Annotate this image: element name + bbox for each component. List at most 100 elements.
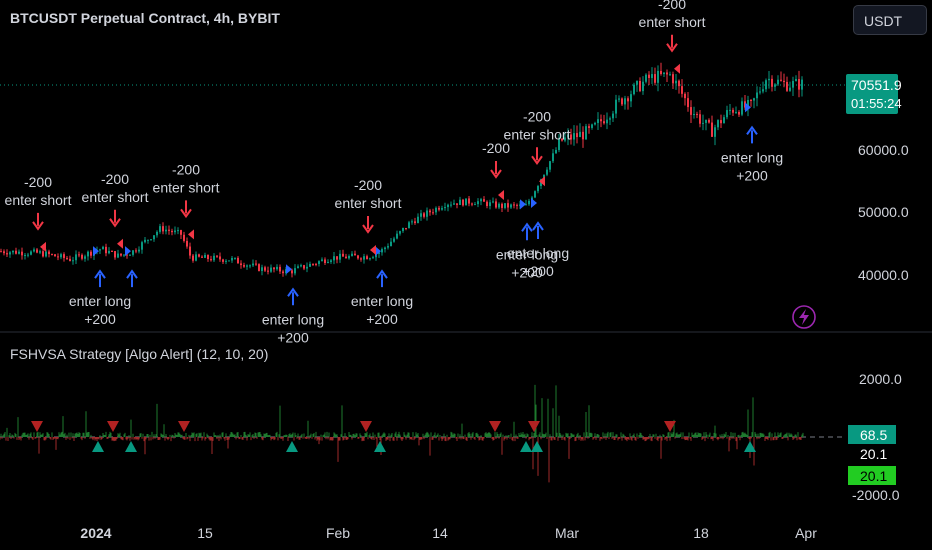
candle-body (639, 81, 641, 92)
candle-body (642, 81, 644, 92)
candle-body (756, 92, 758, 99)
candle-body (252, 263, 254, 266)
indicator-down-triangle (31, 421, 43, 432)
candle-body (348, 256, 350, 259)
candle-body (219, 256, 221, 260)
candle-body (249, 265, 251, 267)
candle-body (120, 253, 122, 256)
indicator-title[interactable]: FSHVSA Strategy [Algo Alert] (12, 10, 20… (10, 346, 269, 362)
candle-body (180, 230, 182, 235)
candle-body (216, 255, 218, 257)
candle-body (441, 208, 443, 210)
last-price-tag (846, 74, 898, 114)
candle-body (588, 126, 590, 128)
time-tick-label: 18 (693, 525, 709, 541)
candle-body (798, 78, 800, 90)
price-tick-label: 50000.0 (858, 204, 909, 220)
candle-body (75, 254, 77, 261)
candle-body (324, 259, 326, 263)
candle-body (159, 226, 161, 232)
candle-body (369, 258, 371, 260)
long-marker (125, 246, 131, 257)
candle-body (84, 256, 86, 259)
indicator-down-triangle (528, 421, 540, 432)
candle-body (177, 230, 179, 232)
candle-body (591, 124, 593, 128)
lightning-icon[interactable] (792, 305, 816, 329)
candle-body (198, 254, 200, 257)
candle-body (732, 109, 734, 113)
candle-body (78, 254, 80, 256)
candle-body (666, 72, 668, 75)
candle-body (81, 254, 83, 259)
candle-body (723, 117, 725, 124)
candle-body (279, 266, 281, 272)
price-axis[interactable]: 60000.0 50000.0 40000.0 2000.0 -2000.0 (852, 142, 909, 503)
candle-body (501, 203, 503, 208)
short-arrow-head (490, 169, 502, 179)
short-marker (370, 245, 376, 255)
candle-body (753, 98, 755, 101)
indicator-down-triangle (107, 421, 119, 432)
candle-body (651, 74, 653, 78)
indicator-up-triangle (125, 441, 137, 452)
candle-body (171, 230, 173, 233)
candle-body (669, 74, 671, 76)
candle-body (375, 253, 377, 258)
candle-body (306, 266, 308, 269)
candle-body (459, 199, 461, 205)
candle-body (564, 137, 566, 141)
candle-body (654, 74, 656, 83)
candle-body (633, 84, 635, 95)
candle-body (312, 263, 314, 265)
candle-body (72, 260, 74, 262)
short-label: enter short (153, 179, 220, 195)
candle-body (765, 80, 767, 90)
candle-body (435, 207, 437, 213)
indicator-value-2: 20.1 (860, 446, 887, 462)
currency-selector-button[interactable]: USDT (853, 5, 927, 35)
short-marker (674, 63, 680, 74)
short-arrow-head (666, 43, 678, 53)
candle-body (792, 81, 794, 88)
candle-body (384, 247, 386, 250)
candle-body (783, 80, 785, 82)
candle-body (300, 265, 302, 267)
candle-body (246, 265, 248, 267)
short-marker (188, 229, 194, 240)
candle-body (405, 227, 407, 229)
long-label: +200 (84, 311, 116, 327)
indicator-down-triangle (360, 421, 372, 432)
candle-body (729, 109, 731, 111)
short-label: -200 (172, 161, 200, 177)
time-axis[interactable]: 2024 15 Feb 14 Mar 18 Apr (80, 525, 817, 541)
long-marker (93, 246, 99, 257)
candle-body (360, 258, 362, 260)
candle-body (759, 91, 761, 93)
countdown-timer: 01:55:24 (851, 96, 902, 111)
price-tick-label: 40000.0 (858, 267, 909, 283)
candle-body (201, 256, 203, 258)
candle-body (213, 255, 215, 261)
candle-body (378, 252, 380, 254)
candle-body (0, 251, 2, 253)
candle-body (63, 254, 65, 258)
candle-body (777, 79, 779, 85)
long-marker (531, 198, 537, 208)
candle-body (468, 198, 470, 204)
long-marker (286, 264, 292, 275)
candle-body (102, 246, 104, 250)
candle-body (480, 199, 482, 202)
candle-body (48, 251, 50, 255)
candle-body (57, 256, 59, 258)
candle-body (645, 74, 647, 82)
candle-body (525, 204, 527, 206)
candle-body (18, 251, 20, 254)
candle-body (447, 204, 449, 208)
time-tick-label: Apr (795, 525, 817, 541)
candle-body (690, 107, 692, 115)
candle-body (555, 149, 557, 154)
short-marker (539, 176, 545, 187)
candle-body (108, 250, 110, 254)
